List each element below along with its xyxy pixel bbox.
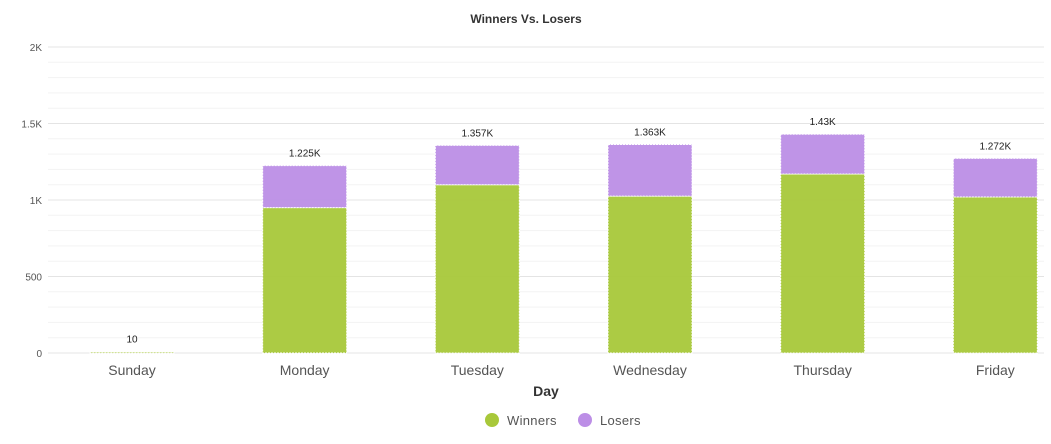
legend-label-winners: Winners bbox=[507, 413, 557, 428]
y-tick-label: 2K bbox=[30, 43, 43, 54]
bar-winners-wednesday[interactable] bbox=[607, 195, 693, 354]
total-label-friday: 1.272K bbox=[979, 141, 1011, 152]
total-label-tuesday: 1.357K bbox=[461, 128, 493, 139]
x-tick-label-tuesday: Tuesday bbox=[451, 362, 504, 378]
x-tick-label-sunday: Sunday bbox=[108, 362, 155, 378]
legend-label-losers: Losers bbox=[600, 413, 641, 428]
bar-losers-wednesday[interactable] bbox=[607, 143, 693, 197]
y-tick-label: 1.5K bbox=[21, 120, 42, 131]
x-tick-label-wednesday: Wednesday bbox=[613, 362, 687, 378]
bars bbox=[89, 133, 1038, 354]
x-axis-label: Day bbox=[533, 383, 559, 399]
bar-winners-monday[interactable] bbox=[262, 207, 348, 354]
chart-title: Winners Vs. Losers bbox=[470, 12, 582, 26]
legend-item-losers[interactable]: Losers bbox=[578, 413, 641, 428]
total-label-wednesday: 1.363K bbox=[634, 127, 666, 138]
total-labels: 10 1.225K 1.357K 1.363K 1.43K 1.272K bbox=[126, 117, 1011, 345]
total-label-thursday: 1.43K bbox=[810, 117, 836, 128]
total-label-monday: 1.225K bbox=[289, 149, 321, 160]
bar-losers-thursday[interactable] bbox=[780, 133, 866, 175]
x-axis-ticks: Sunday Monday Tuesday Wednesday Thursday Frid… bbox=[108, 362, 1015, 378]
bar-losers-monday[interactable] bbox=[262, 165, 348, 209]
x-tick-label-friday: Friday bbox=[976, 362, 1015, 378]
bar-winners-thursday[interactable] bbox=[780, 173, 866, 354]
bar-winners-tuesday[interactable] bbox=[434, 184, 520, 354]
x-tick-label-thursday: Thursday bbox=[793, 362, 851, 378]
legend-marker-winners bbox=[485, 413, 499, 427]
x-tick-label-monday: Monday bbox=[280, 362, 330, 378]
y-tick-label: 500 bbox=[25, 273, 42, 284]
total-label-sunday: 10 bbox=[126, 334, 138, 345]
bar-losers-tuesday[interactable] bbox=[434, 144, 520, 186]
grid-lines bbox=[48, 46, 1044, 354]
bar-winners-friday[interactable] bbox=[952, 196, 1038, 354]
y-tick-label: 1K bbox=[30, 196, 43, 207]
legend: Winners Losers bbox=[485, 413, 641, 428]
legend-marker-losers bbox=[578, 413, 592, 427]
y-axis-ticks: 0 500 1K 1.5K 2K bbox=[21, 43, 42, 360]
bar-losers-friday[interactable] bbox=[952, 157, 1038, 198]
legend-item-winners[interactable]: Winners bbox=[485, 413, 557, 428]
y-tick-label: 0 bbox=[36, 349, 42, 360]
